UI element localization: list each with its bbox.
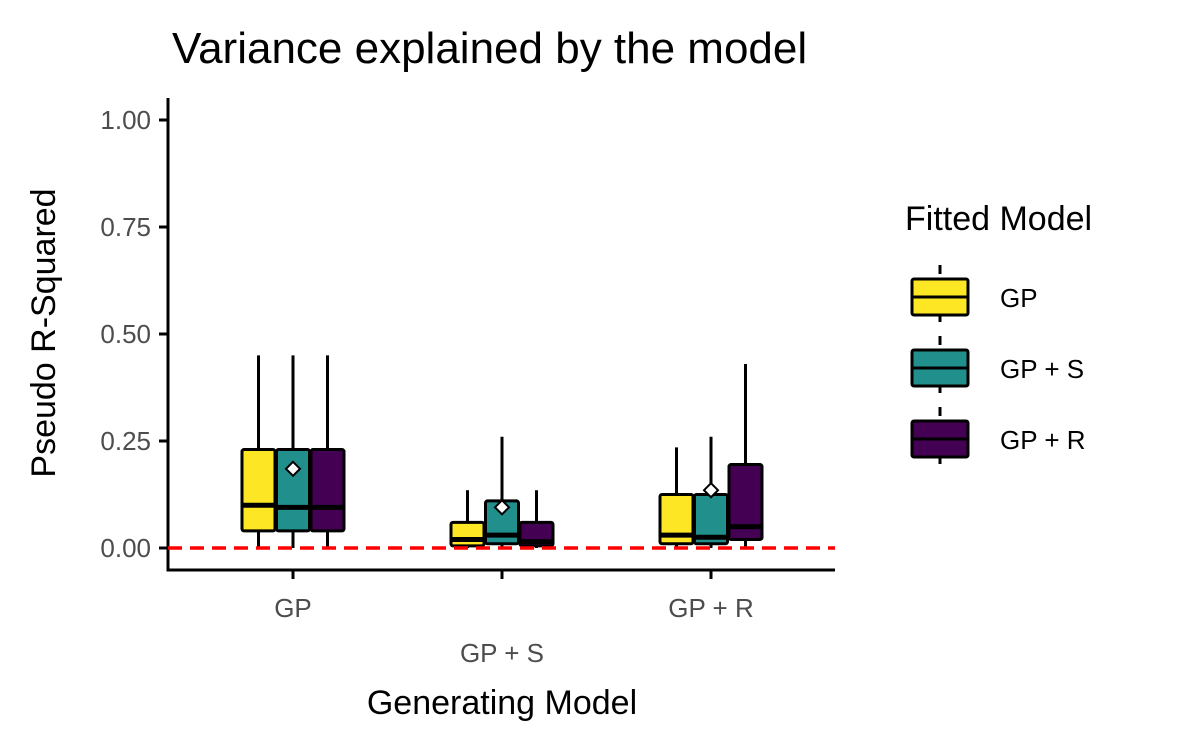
plot-area: 0.00 0.25 0.50 0.75 1.00 GP GP + S GP + R [100,98,835,668]
y-tick-label: 0.75 [100,212,151,242]
x-axis-title: Generating Model [367,684,637,722]
x-tick-label: GP + R [668,593,754,623]
y-tick-label: 1.00 [100,105,151,135]
mean-marker [702,481,720,499]
y-tick-label: 0.00 [100,533,151,563]
box [309,448,346,533]
legend: Fitted Model GP GP + S GP + R [905,200,1092,471]
legend-label: GP [1000,283,1038,313]
legend-title: Fitted Model [905,200,1092,238]
x-tick-label: GP + S [460,638,544,668]
box [727,463,764,541]
chart-title: Variance explained by the model [172,24,807,73]
legend-label: GP + S [1000,354,1084,384]
box [240,448,277,533]
y-tick-label: 0.25 [100,426,151,456]
x-tick-label: GP [274,593,312,623]
y-axis-title: Pseudo R-Squared [25,188,63,477]
mean-marker [284,460,302,478]
box [449,520,486,548]
mean-marker [493,498,511,516]
legend-label: GP + R [1000,425,1086,455]
y-tick-label: 0.50 [100,319,151,349]
